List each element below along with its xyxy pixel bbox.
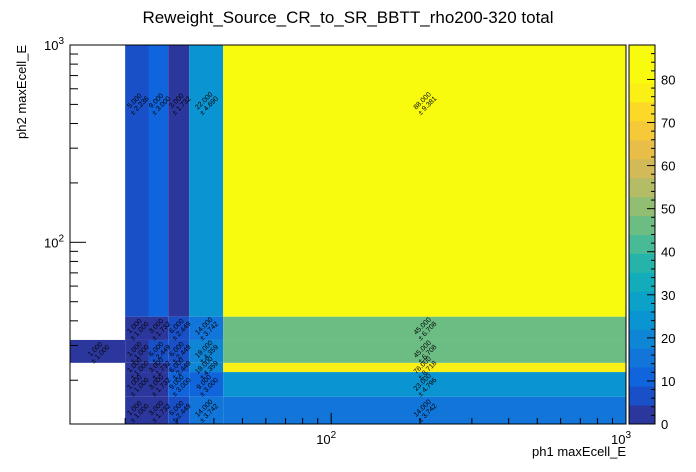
palette-band: [629, 234, 655, 254]
heatmap-cell: [125, 362, 149, 373]
palette-band: [629, 139, 655, 160]
heatmap-cell: [189, 372, 224, 397]
heatmap-cell: [223, 316, 626, 340]
palette-tick-label: 40: [661, 245, 675, 260]
x-axis-title: ph1 maxEcell_E: [532, 444, 626, 459]
palette-band: [629, 291, 655, 311]
axes: 102 103 102 103: [44, 36, 631, 447]
heatmap-cell: [148, 45, 169, 317]
heatmap-cell: [125, 339, 149, 363]
heatmap-cell: [168, 372, 190, 397]
palette-tick-label: 50: [661, 202, 675, 217]
palette-band: [629, 310, 655, 330]
heatmap-cell: [125, 372, 149, 397]
plot-frame: [69, 44, 627, 425]
palette-band: [629, 215, 655, 235]
heatmap-cell: [189, 316, 224, 340]
palette-band: [629, 158, 655, 179]
heatmap-cell: [189, 362, 224, 373]
palette-tick-label: 30: [661, 288, 675, 303]
palette-band: [629, 63, 655, 84]
palette-band: [629, 101, 655, 122]
heatmap-cell: [168, 396, 190, 424]
heatmap-cells: [70, 45, 626, 424]
palette-band: [629, 367, 655, 387]
palette-tick-label: 70: [661, 116, 675, 131]
x-tick-label: 103: [611, 430, 631, 447]
heatmap-cell: [223, 396, 626, 424]
palette-tick-label: 80: [661, 72, 675, 87]
heatmap-cell: [168, 45, 190, 317]
palette-band: [629, 253, 655, 273]
heatmap-cell: [223, 372, 626, 397]
heatmap-cell: [189, 45, 224, 317]
palette-band: [629, 272, 655, 292]
y-tick-label: 102: [44, 233, 64, 250]
heatmap-cell: [168, 316, 190, 340]
palette-band: [629, 386, 655, 406]
color-scale-legend: 0 10 20 30 40 50 60 70 80: [628, 44, 675, 432]
y-axis-title: ph2 maxEcell_E: [14, 45, 29, 139]
heatmap-cell: [223, 45, 626, 317]
chart-title: Reweight_Source_CR_to_SR_BBTT_rho200-320…: [142, 8, 553, 27]
palette-band: [629, 405, 655, 425]
heatmap-cell: [125, 316, 149, 340]
palette-tick-label: 20: [661, 331, 675, 346]
palette-band: [629, 82, 655, 103]
palette-band: [629, 348, 655, 368]
heatmap-cell: [125, 396, 149, 424]
palette-band: [629, 120, 655, 141]
heatmap-cell: [148, 316, 169, 340]
heatmap-cell: [148, 372, 169, 397]
heatmap-cell: [168, 339, 190, 363]
heatmap-cell: [168, 362, 190, 373]
heatmap-cell: [148, 362, 169, 373]
heatmap-cell: [148, 396, 169, 424]
palette-tick-label: 0: [661, 417, 668, 432]
heatmap-cell: [223, 362, 626, 373]
heatmap-cell: [148, 339, 169, 363]
palette-tick-label: 10: [661, 374, 675, 389]
palette-tick-label: 60: [661, 159, 675, 174]
palette-band: [629, 196, 655, 217]
heatmap-cell: [223, 339, 626, 363]
heatmap-cell: [189, 339, 224, 363]
heatmap-cell: [70, 339, 126, 363]
palette-band: [629, 177, 655, 198]
palette-band: [629, 329, 655, 349]
x-tick-label: 102: [316, 430, 336, 447]
heatmap-cell: [125, 45, 149, 317]
palette-band: [629, 45, 655, 65]
y-tick-label: 103: [44, 36, 64, 53]
heatmap-cell: [189, 396, 224, 424]
